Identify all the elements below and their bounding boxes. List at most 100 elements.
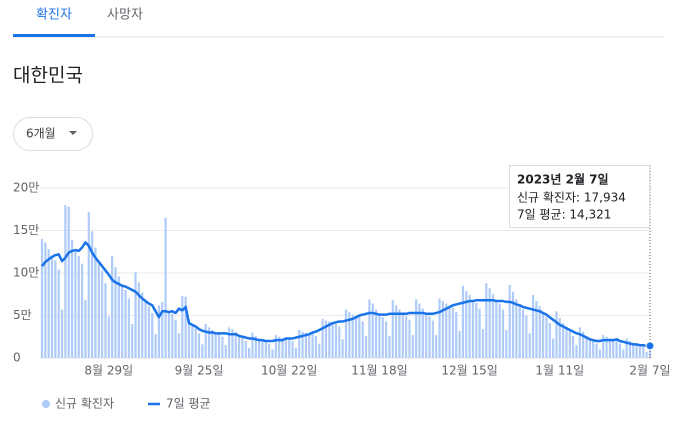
bar	[528, 333, 531, 358]
bar	[237, 335, 241, 358]
bar	[338, 326, 341, 358]
bar	[498, 303, 501, 358]
bar	[378, 314, 381, 358]
bar	[84, 300, 87, 358]
bar	[395, 305, 398, 358]
bar	[334, 324, 338, 358]
y-tick-label: 20만	[13, 181, 39, 195]
bar	[398, 309, 401, 358]
bar	[141, 292, 144, 358]
bar	[114, 267, 117, 358]
bar	[314, 335, 318, 358]
bar	[57, 269, 60, 358]
dropdown-arrow	[69, 131, 77, 135]
bar	[137, 282, 140, 358]
x-tick-label: 8월 29일	[84, 364, 133, 378]
legend-label: 신규 확진자	[55, 397, 114, 411]
bar	[595, 343, 598, 358]
bar	[408, 319, 411, 358]
bar	[648, 342, 652, 358]
y-tick-label: 10만	[13, 266, 39, 280]
bar	[181, 295, 184, 358]
bar	[127, 298, 130, 358]
bar	[328, 321, 331, 358]
bar	[578, 327, 581, 358]
bar	[344, 309, 348, 358]
bar	[207, 327, 211, 358]
bar	[568, 331, 571, 358]
range-dropdown[interactable]	[13, 117, 93, 151]
bar	[505, 329, 508, 358]
bar	[645, 352, 648, 358]
tooltip-line: 신규 확진자: 17,934	[517, 191, 626, 205]
bar	[294, 347, 297, 358]
bar	[541, 312, 545, 358]
legend-swatch	[42, 400, 50, 408]
bar	[511, 291, 515, 358]
bar	[381, 317, 384, 358]
bar	[405, 316, 408, 358]
bar	[638, 346, 642, 358]
bar	[518, 305, 521, 358]
bar	[421, 308, 424, 358]
bar	[558, 318, 561, 358]
bar	[44, 242, 47, 358]
bar	[371, 303, 374, 358]
tab-indicator	[13, 34, 95, 37]
bar	[632, 342, 635, 358]
bar	[478, 308, 481, 358]
bar	[321, 318, 324, 358]
bar	[531, 295, 535, 358]
bar	[622, 349, 625, 358]
bar	[471, 301, 475, 358]
bar	[575, 345, 578, 358]
bar	[308, 334, 311, 358]
bar	[331, 323, 334, 358]
bar	[241, 337, 244, 358]
bar	[291, 341, 294, 358]
bar	[87, 211, 90, 358]
bar	[224, 345, 227, 358]
bar	[60, 309, 64, 358]
bar	[157, 305, 161, 358]
bar	[475, 302, 478, 358]
bar	[461, 285, 465, 358]
bar	[111, 256, 114, 358]
bar	[151, 312, 154, 358]
bar	[301, 331, 304, 358]
bar	[582, 331, 585, 358]
bar	[201, 344, 204, 358]
bar	[448, 307, 451, 358]
bar	[615, 340, 618, 358]
bar	[104, 283, 107, 358]
bar	[548, 323, 551, 358]
bar	[281, 338, 284, 358]
bar	[47, 249, 50, 358]
bar	[184, 296, 187, 358]
bar	[488, 288, 491, 358]
bar	[374, 309, 378, 358]
bar	[54, 260, 57, 358]
bar	[341, 339, 344, 358]
bar	[354, 317, 358, 358]
bar	[204, 324, 207, 358]
tab-active[interactable]: 확진자	[36, 8, 72, 23]
bar	[588, 339, 591, 358]
bar	[70, 239, 74, 358]
bar	[40, 239, 44, 358]
bar	[535, 301, 538, 358]
bar	[481, 329, 485, 358]
bar	[348, 312, 351, 358]
x-tick-label: 11월 18일	[351, 364, 407, 378]
bar	[361, 321, 364, 358]
bar	[171, 313, 174, 358]
range-label: 6개월	[26, 127, 56, 141]
bar	[625, 338, 628, 358]
bar	[592, 341, 595, 358]
tab[interactable]: 사망자	[107, 8, 143, 23]
bar	[425, 313, 428, 358]
bar	[288, 339, 291, 358]
bar	[147, 306, 151, 358]
